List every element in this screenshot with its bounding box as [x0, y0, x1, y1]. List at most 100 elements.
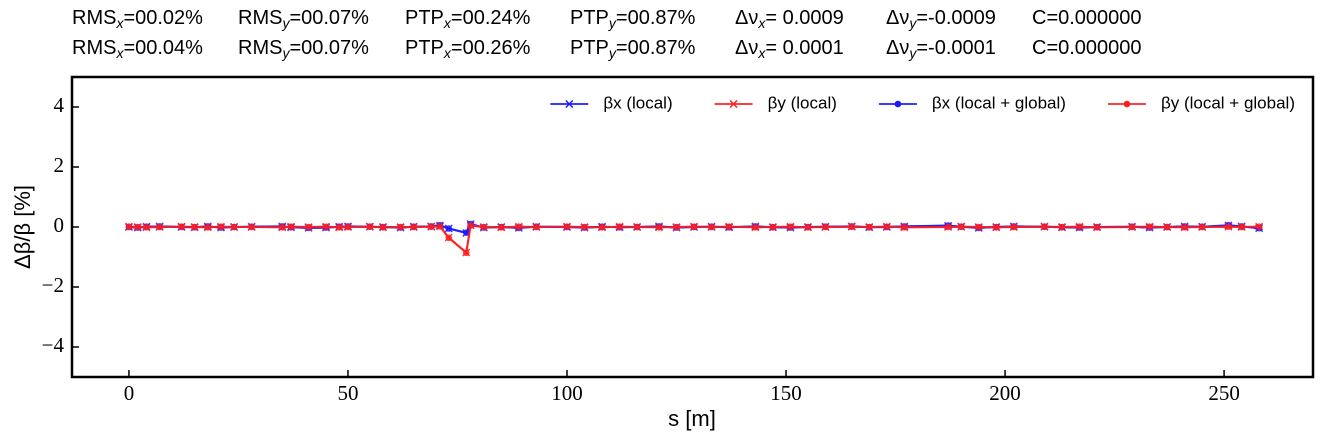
point-marker	[445, 234, 453, 242]
stat-label: RMS	[72, 37, 116, 59]
legend-marker	[729, 99, 738, 109]
stat-value: =00.26%	[451, 37, 531, 59]
point-marker	[278, 224, 286, 231]
header-stat: C=0.000000	[1032, 7, 1142, 29]
stat-label: PTP	[405, 37, 444, 59]
point-marker	[804, 224, 812, 231]
y-axis-label: Δβ/β [%]	[10, 185, 35, 269]
point-marker	[944, 223, 952, 231]
point-marker	[230, 223, 238, 231]
legend-marker	[1123, 100, 1131, 108]
stat-label: Δν	[735, 7, 758, 29]
point-marker	[379, 224, 387, 231]
point-marker	[1163, 223, 1171, 231]
point-marker	[865, 223, 873, 231]
point-marker	[598, 224, 606, 231]
point-marker	[1146, 223, 1153, 230]
stat-value: =00.02%	[123, 7, 203, 29]
point-marker	[156, 223, 163, 231]
point-marker	[1010, 223, 1018, 231]
stat-subscript: y	[608, 15, 617, 31]
point-marker	[322, 223, 330, 230]
point-marker	[497, 224, 505, 231]
stat-value: =00.87%	[616, 7, 696, 29]
stat-label: RMS	[238, 37, 282, 59]
header-stat: PTPx=00.24%	[405, 7, 531, 30]
point-marker	[436, 223, 444, 230]
point-marker	[822, 223, 829, 231]
point-marker	[344, 223, 352, 231]
stat-value: =00.24%	[451, 7, 531, 29]
stat-value: =-0.0009	[916, 7, 996, 29]
stat-value: =00.07%	[289, 7, 369, 29]
header-stat: Δνx= 0.0009	[735, 7, 844, 30]
stat-subscript: x	[115, 15, 124, 31]
point-marker	[1255, 223, 1263, 230]
point-marker	[769, 223, 777, 231]
point-marker	[1198, 223, 1206, 231]
point-marker	[410, 223, 417, 231]
point-marker	[616, 223, 623, 230]
stat-label: PTP	[570, 37, 609, 59]
legend-marker	[894, 100, 902, 108]
point-marker	[335, 224, 343, 231]
y-tick-label: −2	[42, 273, 64, 297]
point-marker	[1058, 223, 1066, 231]
stat-label: Δν	[735, 37, 758, 59]
y-tick-label: −4	[42, 333, 65, 357]
point-marker	[673, 223, 680, 231]
point-marker	[217, 223, 225, 230]
stat-subscript: x	[115, 45, 124, 61]
stat-subscript: y	[281, 15, 290, 31]
point-marker	[975, 223, 983, 231]
stat-subscript: y	[281, 45, 290, 61]
point-marker	[848, 223, 856, 230]
stat-label: PTP	[405, 7, 444, 29]
point-marker	[992, 224, 1000, 231]
stat-subscript: x	[443, 15, 452, 31]
point-marker	[305, 223, 312, 231]
point-marker	[366, 223, 374, 230]
point-marker	[563, 223, 571, 230]
point-marker	[752, 224, 759, 231]
point-marker	[467, 222, 474, 229]
header-stat: C=0.000000	[1032, 37, 1142, 59]
point-marker	[462, 229, 470, 236]
point-marker	[900, 224, 908, 231]
point-marker	[515, 223, 523, 230]
stat-label: RMS	[238, 7, 282, 29]
point-marker	[204, 224, 212, 231]
stat-label: Δν	[886, 7, 909, 29]
x-tick-label: 50	[337, 381, 358, 405]
x-axis-label: s [m]	[668, 406, 716, 431]
stat-subscript: x	[443, 45, 452, 61]
header-stat: Δνx= 0.0001	[735, 37, 844, 60]
point-marker	[1238, 223, 1245, 231]
stat-label: C=0.000000	[1032, 37, 1142, 59]
point-marker	[125, 223, 133, 230]
point-marker	[1225, 223, 1232, 230]
header-stat: PTPx=00.26%	[405, 37, 531, 60]
point-marker	[957, 223, 965, 230]
header-stat: Δνy=-0.0001	[886, 37, 996, 60]
x-tick-label: 100	[551, 381, 583, 405]
point-marker	[397, 223, 404, 231]
point-marker	[725, 223, 733, 230]
point-marker	[883, 223, 891, 230]
point-marker	[1128, 223, 1136, 231]
y-tick-label: 4	[54, 93, 65, 117]
header-stat: RMSy=00.07%	[238, 37, 369, 60]
x-tick-label: 150	[770, 381, 802, 405]
stat-subscript: y	[608, 45, 617, 61]
stat-value: =-0.0001	[916, 37, 996, 59]
header-stat: PTPy=00.87%	[570, 7, 696, 30]
point-marker	[708, 223, 715, 231]
point-marker	[1076, 223, 1083, 230]
y-tick-label: 0	[54, 213, 65, 237]
point-marker	[462, 249, 470, 257]
stat-value: = 0.0009	[765, 7, 843, 29]
point-marker	[480, 223, 488, 231]
point-marker	[1041, 223, 1048, 230]
header-stat: PTPy=00.87%	[570, 37, 696, 60]
